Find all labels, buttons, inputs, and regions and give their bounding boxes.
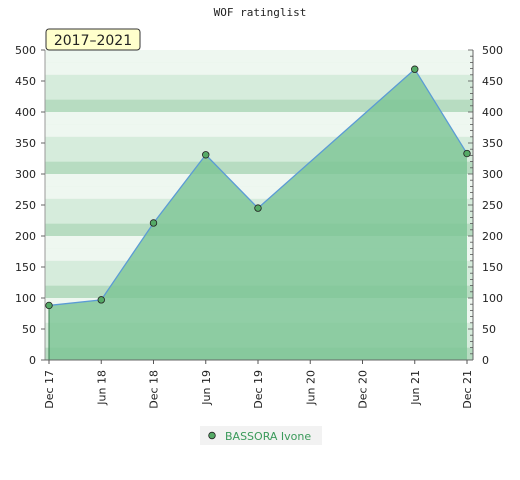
area-band: [45, 100, 473, 112]
y-tick-label-left: 200: [15, 230, 36, 243]
bg-band: [45, 99, 473, 112]
legend-marker: [208, 431, 216, 440]
y-axis-right: 0 50 100 150 200 250 300 350 400 450 500: [468, 44, 503, 367]
y-tick-label-right: 200: [482, 230, 503, 243]
chart-title: WOF ratinglist: [214, 6, 307, 19]
x-axis: Dec 17 Jun 18 Dec 18 Jun 19 Dec 19 Jun 20 Dec …: [43, 359, 474, 409]
data-point: [463, 149, 471, 158]
y-tick-label-right: 50: [482, 323, 496, 336]
y-tick-label-right: 400: [482, 106, 503, 119]
y-tick-label-left: 300: [15, 168, 36, 181]
data-point: [254, 204, 262, 212]
data-point: [149, 219, 158, 227]
series-area: [49, 69, 467, 360]
bg-band: [45, 50, 473, 63]
y-tick-label-left: 350: [15, 137, 36, 150]
y-tick-label-left: 450: [15, 75, 36, 88]
x-tick-label: Dec 19: [252, 370, 265, 409]
y-tick-label-right: 450: [482, 75, 503, 88]
y-tick-label-right: 100: [482, 292, 503, 305]
data-markers: [45, 65, 471, 310]
x-tick-label: Dec 20: [357, 370, 370, 409]
data-point: [411, 65, 419, 73]
y-tick-label-left: 0: [29, 354, 36, 367]
bg-band: [45, 62, 473, 75]
y-axis-left: 0 50 100 150 200 250 300 350 400 450 500: [15, 44, 46, 367]
x-tick-label: Dec 18: [148, 370, 161, 409]
x-tick-label: Jun 21: [409, 370, 422, 406]
x-tick-label: Dec 17: [43, 370, 56, 409]
y-tick-label-left: 500: [15, 44, 36, 57]
x-tick-label: Jun 20: [304, 370, 317, 406]
y-tick-label-left: 250: [15, 199, 36, 212]
x-tick-label: Jun 19: [200, 370, 213, 406]
data-point: [45, 301, 53, 310]
period-badge: 2017–2021: [45, 28, 141, 51]
x-tick-label: Dec 21: [461, 370, 474, 409]
legend-series-name: BASSORA Ivone: [225, 430, 311, 443]
y-tick-label-right: 0: [482, 354, 489, 367]
area-band: [45, 224, 473, 236]
y-tick-label-left: 150: [15, 261, 36, 274]
y-tick-label-right: 350: [482, 137, 503, 150]
bg-band: [45, 74, 473, 88]
data-point: [202, 151, 210, 159]
data-point: [97, 296, 105, 304]
legend: BASSORA Ivone: [200, 426, 322, 445]
y-tick-label-left: 100: [15, 292, 36, 305]
bg-band: [45, 87, 473, 100]
area-band: [45, 348, 473, 360]
period-badge-label: 2017–2021: [54, 33, 132, 49]
y-tick-label-right: 500: [482, 44, 503, 57]
y-tick-label-right: 150: [482, 261, 503, 274]
y-tick-label-right: 300: [482, 168, 503, 181]
area-band: [45, 162, 473, 174]
y-tick-label-left: 50: [22, 323, 36, 336]
y-tick-label-left: 400: [15, 106, 36, 119]
x-tick-label: Jun 18: [95, 370, 108, 406]
y-tick-label-right: 250: [482, 199, 503, 212]
